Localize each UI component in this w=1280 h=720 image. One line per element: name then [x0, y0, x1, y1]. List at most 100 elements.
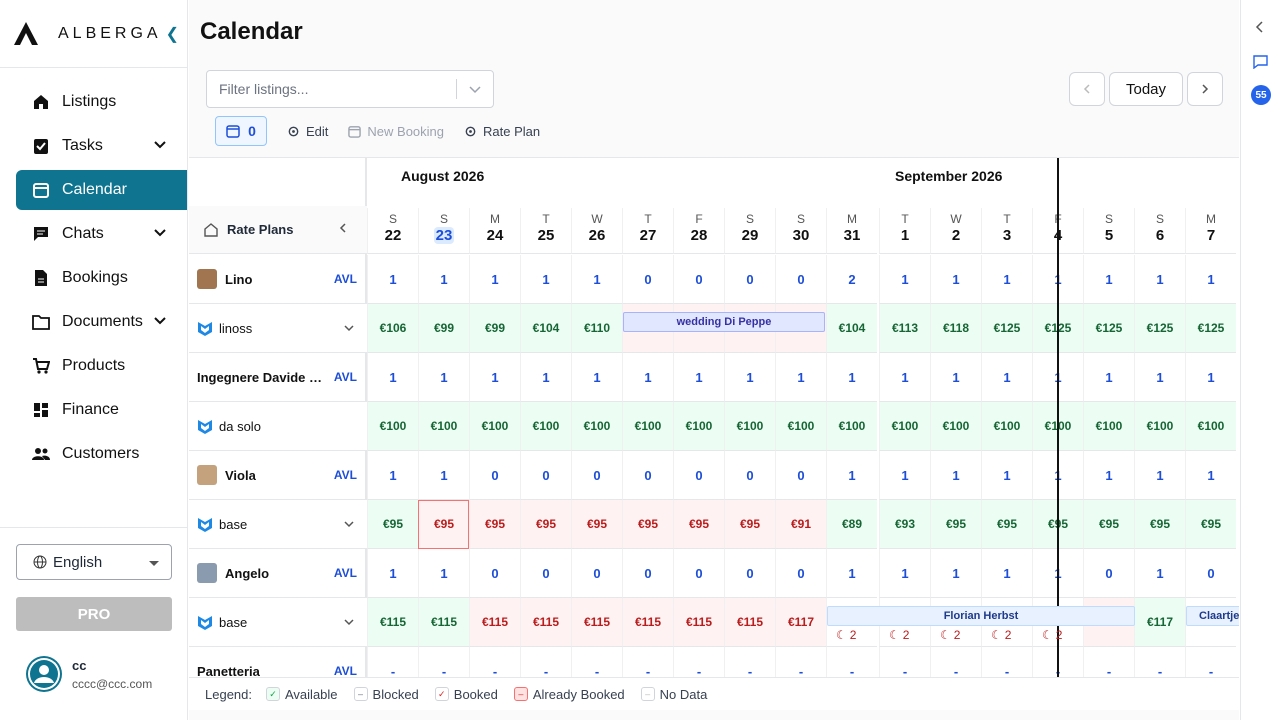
- availability-cell[interactable]: -: [622, 647, 673, 677]
- availability-cell[interactable]: 1: [520, 353, 571, 402]
- availability-cell[interactable]: 0: [775, 451, 826, 500]
- availability-cell[interactable]: -: [571, 647, 622, 677]
- availability-cell[interactable]: 1: [930, 549, 981, 598]
- rate-cell[interactable]: €118: [930, 304, 981, 353]
- rate-cell[interactable]: €95: [1083, 500, 1134, 549]
- pro-button[interactable]: PRO: [16, 597, 172, 631]
- availability-cell[interactable]: 0: [520, 549, 571, 598]
- availability-cell[interactable]: -: [879, 647, 930, 677]
- rate-plans-header[interactable]: Rate Plans: [189, 206, 367, 254]
- rate-cell[interactable]: €95: [1134, 500, 1185, 549]
- availability-cell[interactable]: 0: [520, 451, 571, 500]
- nav-finance[interactable]: Finance: [16, 390, 187, 430]
- listing-row-header[interactable]: Panetteria AVL: [189, 647, 367, 678]
- previous-button[interactable]: [1069, 72, 1105, 106]
- availability-cell[interactable]: 1: [469, 255, 520, 304]
- rate-cell[interactable]: €95: [981, 500, 1032, 549]
- rate-cell[interactable]: €115: [724, 598, 775, 647]
- rate-cell[interactable]: €100: [418, 402, 469, 451]
- availability-cell[interactable]: 0: [622, 549, 673, 598]
- rate-cell[interactable]: €106: [367, 304, 418, 353]
- user-profile[interactable]: cc cccc@ccc.com: [26, 656, 152, 692]
- availability-cell[interactable]: 1: [826, 451, 877, 500]
- nav-bookings[interactable]: Bookings: [16, 258, 187, 298]
- availability-cell[interactable]: -: [1083, 647, 1134, 677]
- rate-cell[interactable]: €115: [367, 598, 418, 647]
- rate-plan-row-header[interactable]: linoss: [189, 304, 367, 353]
- availability-cell[interactable]: 1: [367, 353, 418, 402]
- availability-cell[interactable]: 1: [1185, 255, 1236, 304]
- chevron-down-icon[interactable]: [468, 83, 482, 97]
- chat-icon[interactable]: [1253, 55, 1268, 69]
- rate-cell[interactable]: €100: [520, 402, 571, 451]
- availability-cell[interactable]: -: [930, 647, 981, 677]
- availability-cell[interactable]: 0: [1185, 549, 1236, 598]
- rate-cell[interactable]: €100: [367, 402, 418, 451]
- availability-cell[interactable]: -: [1134, 647, 1185, 677]
- availability-cell[interactable]: 1: [1134, 255, 1185, 304]
- availability-cell[interactable]: 1: [571, 353, 622, 402]
- availability-cell[interactable]: 1: [826, 353, 877, 402]
- availability-cell[interactable]: 0: [673, 255, 724, 304]
- availability-cell[interactable]: 1: [981, 549, 1032, 598]
- edit-button[interactable]: Edit: [287, 124, 328, 139]
- rate-cell[interactable]: €115: [520, 598, 571, 647]
- availability-cell[interactable]: -: [520, 647, 571, 677]
- rate-cell[interactable]: €115: [418, 598, 469, 647]
- rate-cell[interactable]: €125: [1083, 304, 1134, 353]
- rate-cell[interactable]: €110: [571, 304, 622, 353]
- availability-cell[interactable]: 0: [622, 451, 673, 500]
- rate-cell[interactable]: €100: [724, 402, 775, 451]
- availability-cell[interactable]: 1: [981, 255, 1032, 304]
- rate-cell[interactable]: €115: [622, 598, 673, 647]
- rate-cell[interactable]: €95: [673, 500, 724, 549]
- availability-cell[interactable]: 0: [622, 255, 673, 304]
- rate-cell[interactable]: €100: [571, 402, 622, 451]
- availability-cell[interactable]: 1: [981, 353, 1032, 402]
- rate-cell[interactable]: €125: [1134, 304, 1185, 353]
- rate-cell[interactable]: €100: [1083, 402, 1134, 451]
- rate-cell[interactable]: €117: [1134, 598, 1185, 647]
- rate-cell[interactable]: €99: [469, 304, 520, 353]
- notification-badge[interactable]: 55: [1251, 85, 1271, 105]
- availability-cell[interactable]: 0: [571, 451, 622, 500]
- availability-cell[interactable]: 1: [1083, 255, 1134, 304]
- availability-cell[interactable]: -: [469, 647, 520, 677]
- availability-cell[interactable]: 1: [367, 255, 418, 304]
- rate-cell[interactable]: €95: [469, 500, 520, 549]
- nav-products[interactable]: Products: [16, 346, 187, 386]
- rate-cell[interactable]: €117: [775, 598, 826, 647]
- availability-cell[interactable]: 1: [571, 255, 622, 304]
- availability-cell[interactable]: 1: [930, 255, 981, 304]
- rate-cell[interactable]: €100: [930, 402, 981, 451]
- availability-cell[interactable]: -: [673, 647, 724, 677]
- rate-cell[interactable]: €95: [520, 500, 571, 549]
- availability-cell[interactable]: -: [826, 647, 877, 677]
- chevron-down-icon[interactable]: [343, 616, 355, 628]
- availability-cell[interactable]: 2: [826, 255, 877, 304]
- availability-cell[interactable]: 1: [418, 255, 469, 304]
- availability-cell[interactable]: 0: [469, 451, 520, 500]
- availability-cell[interactable]: 0: [571, 549, 622, 598]
- rate-plan-button[interactable]: Rate Plan: [464, 124, 540, 139]
- collapse-sidebar-icon[interactable]: ❮: [165, 26, 179, 43]
- chevron-down-icon[interactable]: [343, 322, 355, 334]
- availability-cell[interactable]: 1: [1134, 451, 1185, 500]
- availability-cell[interactable]: 1: [879, 451, 930, 500]
- availability-cell[interactable]: 1: [469, 353, 520, 402]
- availability-cell[interactable]: 1: [367, 549, 418, 598]
- availability-cell[interactable]: 0: [469, 549, 520, 598]
- rate-plan-row-header[interactable]: base: [189, 598, 367, 647]
- nav-tasks[interactable]: Tasks: [16, 126, 187, 166]
- booking-bar[interactable]: Claartje: [1186, 606, 1239, 626]
- rate-cell[interactable]: €95: [418, 500, 469, 549]
- chevron-left-icon[interactable]: [337, 222, 349, 234]
- availability-cell[interactable]: -: [724, 647, 775, 677]
- availability-cell[interactable]: 1: [879, 549, 930, 598]
- booking-bar[interactable]: wedding Di Peppe: [623, 312, 825, 332]
- selected-count-button[interactable]: 0: [215, 116, 267, 146]
- chevron-down-icon[interactable]: [343, 518, 355, 530]
- availability-cell[interactable]: 1: [418, 451, 469, 500]
- listing-row-header[interactable]: Lino AVL: [189, 255, 367, 304]
- availability-cell[interactable]: 1: [367, 451, 418, 500]
